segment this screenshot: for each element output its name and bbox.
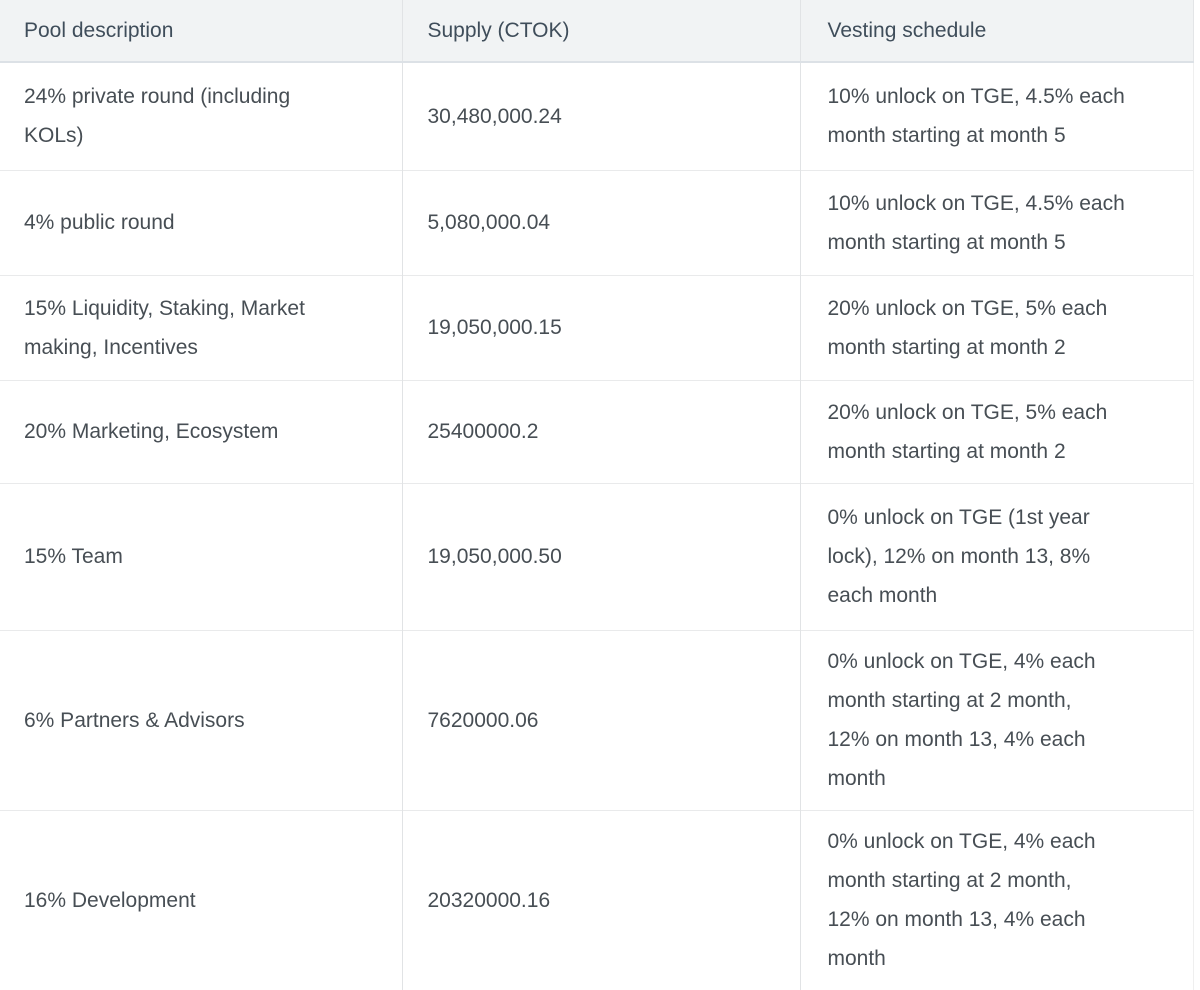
pool-description-cell: 20% Marketing, Ecosystem xyxy=(0,379,402,483)
pool-description-cell: 15% Team xyxy=(0,482,402,630)
supply-cell: 19,050,000.15 xyxy=(401,274,800,380)
supply-cell: 20320000.16 xyxy=(401,809,800,990)
table-row: 4% public round 5,080,000.04 10% unlock … xyxy=(0,169,1194,275)
table-body: 24% private round (including KOLs) 30,48… xyxy=(0,62,1194,990)
table-row: 6% Partners & Advisors 7620000.06 0% unl… xyxy=(0,629,1194,810)
pool-description-cell: 4% public round xyxy=(0,169,402,275)
supply-cell: 25400000.2 xyxy=(401,379,800,483)
pool-description-cell: 16% Development xyxy=(0,809,402,990)
vesting-schedule-cell: 20% unlock on TGE, 5% each month startin… xyxy=(799,379,1194,483)
pool-description-cell: 15% Liquidity, Staking, Market making, I… xyxy=(0,274,402,380)
pool-description-cell: 24% private round (including KOLs) xyxy=(24,85,291,148)
column-header-supply-ctok: Supply (CTOK) xyxy=(401,0,800,63)
table-row: 20% Marketing, Ecosystem 25400000.2 20% … xyxy=(0,379,1194,483)
table-header: Pool description Supply (CTOK) Vesting s… xyxy=(0,0,1194,63)
supply-cell: 7620000.06 xyxy=(401,629,800,810)
table-row: 15% Team 19,050,000.50 0% unlock on TGE … xyxy=(0,482,1194,630)
vesting-schedule-cell: 10% unlock on TGE, 4.5% each month start… xyxy=(799,62,1194,170)
table-row: 16% Development 20320000.16 0% unlock on… xyxy=(0,809,1194,990)
vesting-schedule-cell: 0% unlock on TGE (1st year lock), 12% on… xyxy=(799,482,1194,630)
supply-cell: 30,480,000.24 xyxy=(401,62,800,170)
supply-cell: 5,080,000.04 xyxy=(401,169,800,275)
vesting-schedule-cell: 20% unlock on TGE, 5% each month startin… xyxy=(799,274,1194,380)
supply-cell: 19,050,000.50 xyxy=(401,482,800,630)
column-header-pool-description: Pool description xyxy=(0,0,402,63)
vesting-schedule-cell: 10% unlock on TGE, 4.5% each month start… xyxy=(799,169,1194,275)
pool-description-cell: 6% Partners & Advisors xyxy=(0,629,402,810)
header-row: Pool description Supply (CTOK) Vesting s… xyxy=(0,0,1194,63)
vesting-schedule-cell: 0% unlock on TGE, 4% each month starting… xyxy=(799,629,1194,810)
column-header-vesting-schedule: Vesting schedule xyxy=(799,0,1194,63)
table-row: 15% Liquidity, Staking, Market making, I… xyxy=(0,274,1194,380)
table-row: 24% private round (including KOLs) 30,48… xyxy=(0,62,1194,170)
vesting-schedule-cell: 0% unlock on TGE, 4% each month starting… xyxy=(799,809,1194,990)
